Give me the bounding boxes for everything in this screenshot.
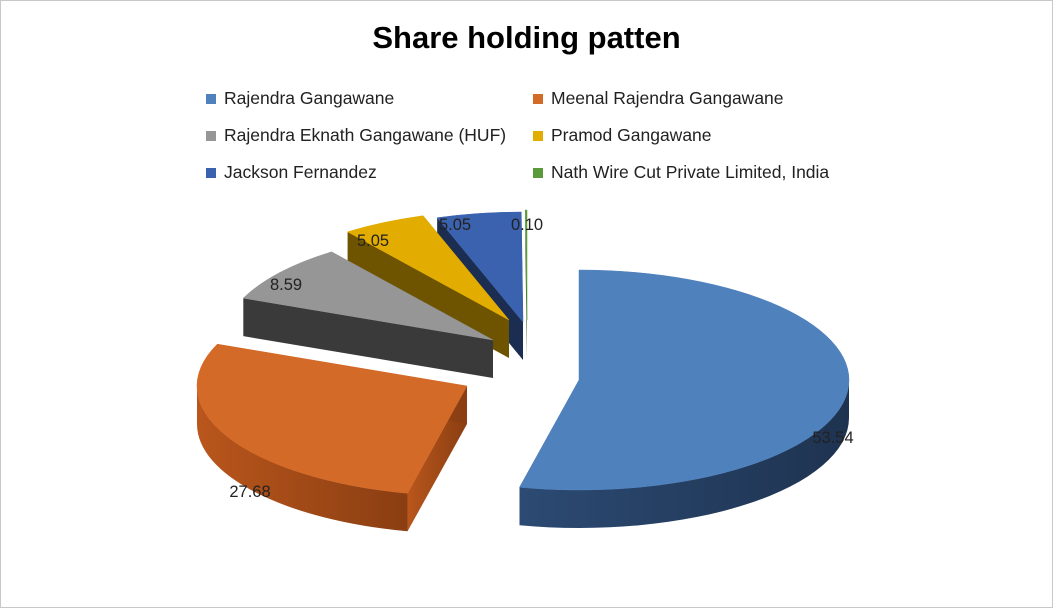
pie-slice-3-top	[346, 215, 510, 321]
pie-slice-1-cut-0	[407, 386, 467, 532]
chart-title: Share holding patten	[372, 20, 681, 55]
legend-swatch-1	[533, 93, 543, 104]
legend-swatch-5	[533, 167, 543, 178]
pie-slice-5-top	[525, 209, 528, 321]
data-label-5: 0.10	[511, 216, 543, 234]
legend-label-4: Jackson Fernandez	[224, 162, 377, 182]
data-label-0: 53.54	[812, 429, 853, 447]
legend-swatch-2	[206, 130, 216, 141]
legend-item-0: Rajendra Gangawane	[206, 88, 394, 109]
pie-slice-0-top	[519, 269, 850, 491]
pie-slice-0-wall	[519, 380, 849, 528]
legend-label-2: Rajendra Eknath Gangawane (HUF)	[224, 125, 507, 145]
legend-swatch-0	[206, 93, 216, 104]
legend-label-1: Meenal Rajendra Gangawane	[551, 88, 784, 108]
pie-slice-0	[519, 269, 850, 528]
data-label-1: 27.68	[229, 483, 270, 501]
legend-label-0: Rajendra Gangawane	[224, 88, 395, 108]
legend-swatch-3	[533, 130, 543, 141]
pie-slice-2	[242, 251, 494, 378]
legend-item-5: Nath Wire Cut Private Limited, India	[533, 162, 829, 183]
pie-slice-1-top	[196, 343, 468, 494]
legend-label-5: Nath Wire Cut Private Limited, India	[551, 162, 830, 182]
legend-swatch-4	[206, 167, 216, 178]
data-label-2: 8.59	[270, 276, 302, 294]
pie-slice-2-cut-0	[243, 298, 493, 378]
pie-slice-1-wall	[197, 386, 408, 532]
legend-item-2: Rajendra Eknath Gangawane (HUF)	[206, 125, 506, 146]
data-label-4: 5.05	[439, 216, 471, 234]
pie-slice-2-top	[242, 251, 494, 341]
pie-slice-4-top	[436, 211, 524, 323]
legend-label-3: Pramod Gangawane	[551, 125, 712, 145]
data-label-3: 5.05	[357, 232, 389, 250]
pie-slice-1	[196, 343, 468, 532]
pie-slice-5	[525, 209, 528, 358]
legend-item-3: Pramod Gangawane	[533, 125, 712, 146]
legend-item-4: Jackson Fernandez	[206, 162, 377, 183]
legend-item-1: Meenal Rajendra Gangawane	[533, 88, 784, 109]
